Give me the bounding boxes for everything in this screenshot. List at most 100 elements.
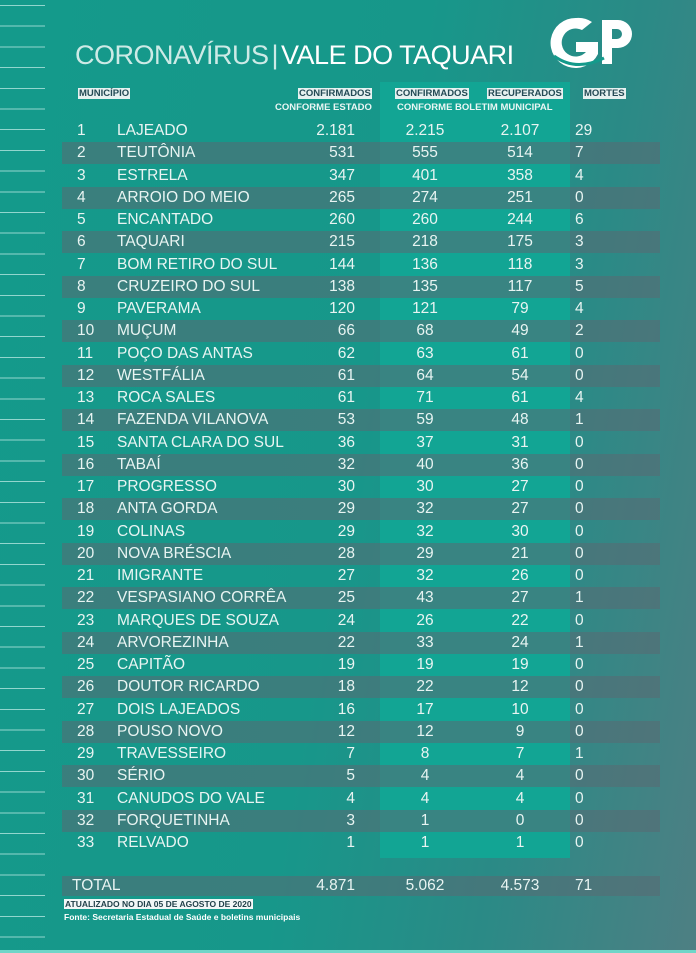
mortes: 7: [575, 144, 584, 162]
confirmados-estado: 36: [337, 433, 355, 451]
table-row: 29 TRAVESSEIRO 7 8 7 1: [62, 743, 660, 765]
mortes: 3: [575, 255, 584, 273]
recuperados: 31: [511, 433, 529, 451]
header-mortes: MORTES: [583, 88, 626, 99]
municipio-name: CAPITÃO: [117, 656, 186, 673]
row-number: 27: [77, 700, 95, 718]
total-boletim: 5.062: [405, 877, 445, 894]
table-row: 13 ROCA SALES 61 71 61 4: [62, 387, 660, 409]
confirmados-estado: 22: [337, 633, 355, 651]
source-note: Fonte: Secretaria Estadual de Saúde e bo…: [64, 912, 301, 922]
table-row: 12 WESTFÁLIA 61 64 54 0: [62, 364, 660, 387]
mortes: 0: [575, 544, 584, 562]
total-recuperados: 4.573: [500, 877, 540, 894]
confirmados-estado: 1: [346, 834, 355, 851]
confirmados-estado: 2.181: [316, 122, 355, 139]
row-number: 25: [77, 656, 95, 673]
confirmados-estado: 29: [337, 500, 355, 518]
mortes: 1: [575, 745, 584, 762]
confirmados-boletim: 12: [416, 722, 434, 740]
mortes: 2: [575, 322, 584, 340]
title-part1: CORONAVÍRUS: [75, 40, 269, 70]
confirmados-boletim: 40: [416, 455, 434, 473]
table-row: 32 FORQUETINHA 3 1 0 0: [62, 809, 660, 832]
confirmados-estado: 61: [337, 389, 355, 406]
mortes: 1: [575, 589, 584, 607]
recuperados: 61: [511, 389, 529, 406]
confirmados-boletim: 555: [412, 144, 438, 162]
title-separator: |: [271, 40, 279, 70]
confirmados-estado: 29: [337, 522, 355, 540]
row-number: 15: [77, 433, 95, 451]
confirmados-estado: 260: [329, 211, 355, 228]
mortes: 4: [575, 389, 584, 406]
title-part2: VALE DO TAQUARI: [281, 40, 514, 70]
municipio-name: POUSO NOVO: [117, 722, 223, 740]
confirmados-estado: 66: [337, 322, 355, 340]
row-number: 14: [77, 411, 95, 429]
confirmados-boletim: 19: [416, 656, 434, 673]
confirmados-estado: 18: [337, 678, 355, 696]
confirmados-boletim: 121: [412, 300, 438, 317]
mortes: 0: [575, 188, 584, 206]
recuperados: 79: [511, 300, 529, 317]
recuperados: 19: [511, 656, 529, 673]
confirmados-estado: 30: [337, 478, 355, 495]
table-row: 16 TABAÍ 32 40 36 0: [62, 453, 660, 476]
confirmados-boletim: 1: [420, 834, 430, 851]
municipio-name: ESTRELA: [117, 166, 188, 184]
table-row: 10 MUÇUM 66 68 49 2: [62, 320, 660, 343]
bottom-border: [0, 950, 696, 953]
recuperados: 7: [515, 745, 525, 762]
row-number: 28: [77, 722, 95, 740]
confirmados-estado: 4: [346, 789, 355, 807]
table-row: 20 NOVA BRÉSCIA 28 29 21 0: [62, 542, 660, 565]
recuperados: 24: [511, 633, 529, 651]
row-number: 7: [77, 255, 86, 273]
mortes: 0: [575, 767, 584, 785]
confirmados-boletim: 2.215: [405, 122, 445, 139]
row-number: 20: [77, 544, 95, 562]
table-row: 15 SANTA CLARA DO SUL 36 37 31 0: [62, 432, 660, 454]
header-conforme-estado: CONFORME ESTADO: [275, 102, 372, 113]
row-number: 19: [77, 522, 95, 540]
table-row: 4 ARROIO DO MEIO 265 274 251 0: [62, 186, 660, 209]
mortes: 0: [575, 834, 584, 851]
total-row: TOTAL 4.871 5.062 4.573 71: [62, 876, 660, 896]
table-row: 27 DOIS LAJEADOS 16 17 10 0: [62, 699, 660, 721]
row-number: 9: [77, 300, 86, 317]
row-number: 12: [77, 366, 95, 384]
table-row: 3 ESTRELA 347 401 358 4: [62, 165, 660, 187]
row-number: 18: [77, 500, 95, 518]
municipio-name: RELVADO: [117, 834, 189, 851]
table-row: 5 ENCANTADO 260 260 244 6: [62, 209, 660, 231]
confirmados-estado: 215: [329, 233, 355, 251]
table-row: 6 TAQUARI 215 218 175 3: [62, 231, 660, 254]
municipio-name: PROGRESSO: [117, 478, 217, 495]
municipio-name: WESTFÁLIA: [117, 366, 205, 384]
mortes: 0: [575, 611, 584, 629]
row-number: 5: [77, 211, 86, 228]
row-number: 3: [77, 166, 86, 184]
mortes: 5: [575, 277, 584, 295]
confirmados-boletim: 4: [420, 767, 430, 785]
mortes: 1: [575, 633, 584, 651]
recuperados: 118: [507, 255, 533, 273]
row-number: 16: [77, 455, 95, 473]
confirmados-boletim: 29: [416, 544, 434, 562]
municipio-name: POÇO DAS ANTAS: [117, 344, 253, 362]
row-number: 31: [77, 789, 95, 807]
municipio-name: TAQUARI: [117, 233, 185, 251]
confirmados-estado: 32: [337, 455, 355, 473]
row-number: 23: [77, 611, 95, 629]
page-title: CORONAVÍRUS | VALE DO TAQUARI: [75, 40, 514, 71]
confirmados-estado: 3: [346, 811, 355, 829]
header-confirmados-boletim: CONFIRMADOS: [395, 88, 469, 99]
confirmados-boletim: 63: [416, 344, 434, 362]
recuperados: 117: [507, 277, 533, 295]
municipio-name: MARQUES DE SOUZA: [117, 611, 279, 629]
row-number: 2: [77, 144, 86, 162]
confirmados-estado: 24: [337, 611, 355, 629]
confirmados-estado: 61: [337, 366, 355, 384]
table-row: 11 POÇO DAS ANTAS 62 63 61 0: [62, 343, 660, 365]
